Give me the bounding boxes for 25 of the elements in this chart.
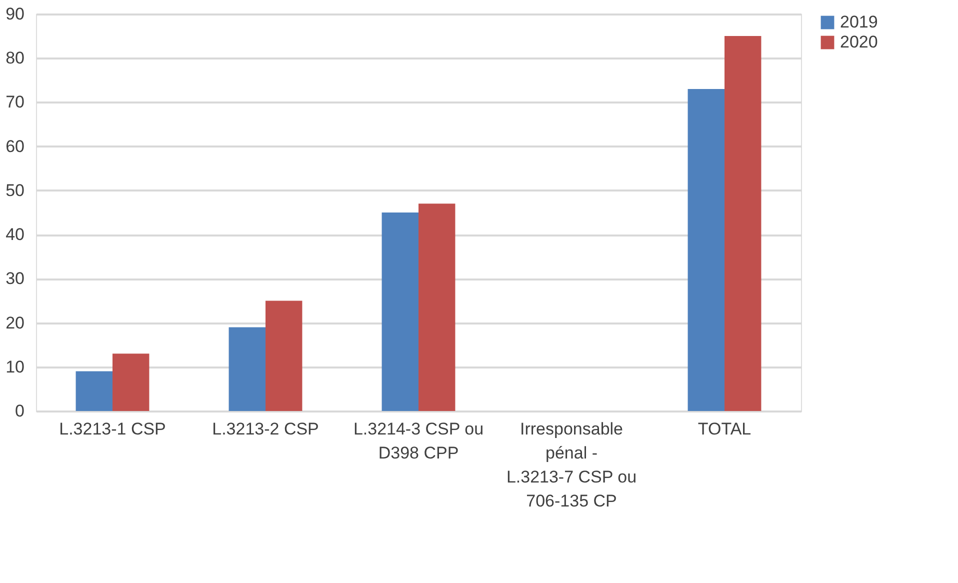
x-tick-label: L.3213-1 CSP xyxy=(59,420,166,438)
bar xyxy=(382,212,418,411)
y-tick-label: 50 xyxy=(6,180,24,200)
x-tick-label: L.3213-2 CSP xyxy=(212,420,319,438)
y-tick-label: 20 xyxy=(6,313,24,332)
bar xyxy=(228,327,266,411)
bar xyxy=(76,371,112,411)
y-tick-label: 30 xyxy=(6,269,24,288)
y-tick-label: 40 xyxy=(6,225,24,244)
y-tick-label: 0 xyxy=(15,402,24,420)
legend-label: 2020 xyxy=(840,32,878,52)
bar xyxy=(266,300,302,411)
bar xyxy=(724,36,762,411)
y-tick-label: 90 xyxy=(6,4,24,24)
bar xyxy=(688,88,724,411)
y-tick-label: 60 xyxy=(6,136,24,156)
bar xyxy=(418,204,456,411)
y-tick-label: 70 xyxy=(6,92,24,112)
bar xyxy=(112,354,150,411)
x-tick-label: Irresponsable pénal - L.3213-7 CSP ou 706-135 CP xyxy=(506,420,637,510)
x-tick-label: TOTAL xyxy=(698,420,752,438)
y-tick-label: 80 xyxy=(6,48,24,68)
legend-label: 2019 xyxy=(840,12,878,32)
x-tick-label: L.3214-3 CSP ou D398 CPP xyxy=(353,420,484,462)
y-tick-label: 10 xyxy=(6,357,24,376)
